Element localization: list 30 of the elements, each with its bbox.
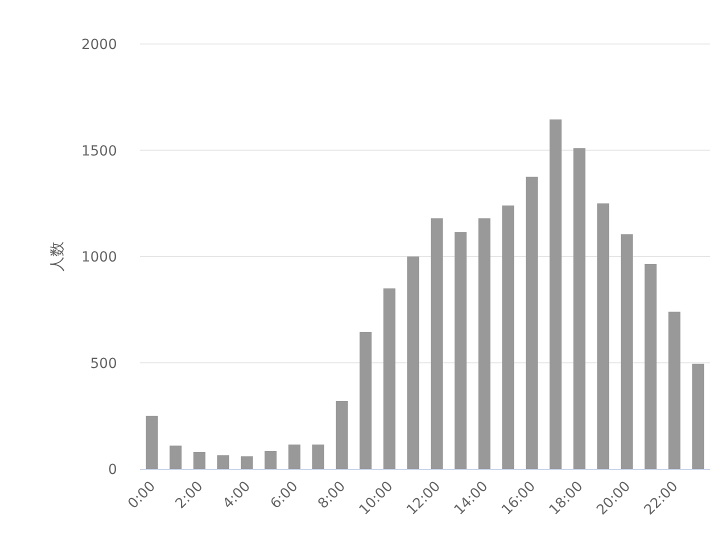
bar (240, 456, 253, 469)
y-tick-label: 1000 (81, 250, 117, 266)
bar (264, 450, 277, 469)
bar (573, 148, 586, 469)
y-tick-label: 500 (90, 356, 117, 372)
bar (430, 218, 443, 469)
bar (526, 176, 538, 469)
y-tick-label: 1500 (81, 143, 117, 160)
bar (692, 364, 704, 469)
bar (550, 119, 562, 469)
bar (383, 288, 396, 469)
bar (644, 264, 657, 469)
bar (407, 256, 420, 469)
y-tick-label: 0 (108, 462, 117, 478)
bar (502, 206, 514, 469)
y-axis-title: 人数 (48, 242, 66, 272)
y-tick-label: 2000 (81, 37, 117, 53)
bar (620, 234, 633, 469)
bar (360, 332, 372, 469)
bar (478, 218, 490, 469)
bar (312, 444, 324, 469)
bar (668, 312, 680, 469)
bar (454, 232, 467, 469)
bar (146, 416, 158, 469)
bar (288, 444, 300, 469)
bar (170, 446, 182, 469)
bar (336, 401, 348, 469)
bar (217, 455, 230, 469)
bar (193, 452, 206, 469)
bar (597, 203, 610, 469)
